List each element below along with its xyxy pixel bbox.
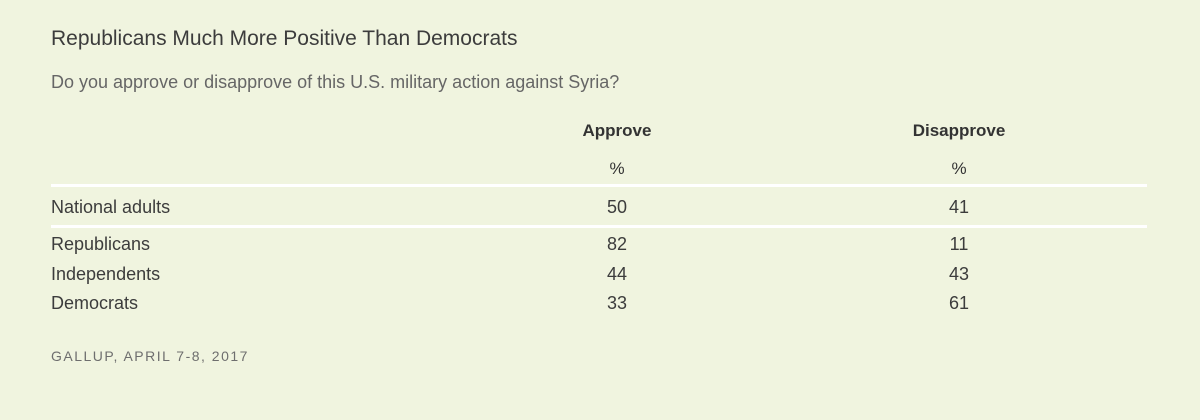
cell-disapprove: 61: [948, 293, 970, 313]
column-unit-approve: %: [609, 159, 625, 178]
cell-disapprove: 43: [948, 264, 970, 284]
cell-approve: 33: [606, 293, 628, 313]
cell-approve: 50: [606, 197, 628, 217]
cell-disapprove: 11: [949, 234, 969, 254]
column-header-approve: Approve: [582, 121, 652, 140]
cell-approve: 44: [606, 264, 628, 284]
row-label: Democrats: [51, 293, 139, 313]
row-label: National adults: [51, 197, 171, 217]
row-label: Republicans: [51, 234, 151, 254]
chart-subtitle: Do you approve or disapprove of this U.S…: [51, 72, 620, 92]
source-note: GALLUP, APRIL 7-8, 2017: [51, 348, 249, 364]
column-unit-disapprove: %: [951, 159, 967, 178]
row-label: Independents: [51, 264, 161, 284]
cell-disapprove: 41: [948, 197, 970, 217]
header-separator: [51, 184, 1147, 187]
chart-title: Republicans Much More Positive Than Demo…: [51, 27, 518, 50]
column-header-disapprove: Disapprove: [912, 121, 1006, 140]
group-separator: [51, 225, 1147, 228]
cell-approve: 82: [606, 234, 628, 254]
